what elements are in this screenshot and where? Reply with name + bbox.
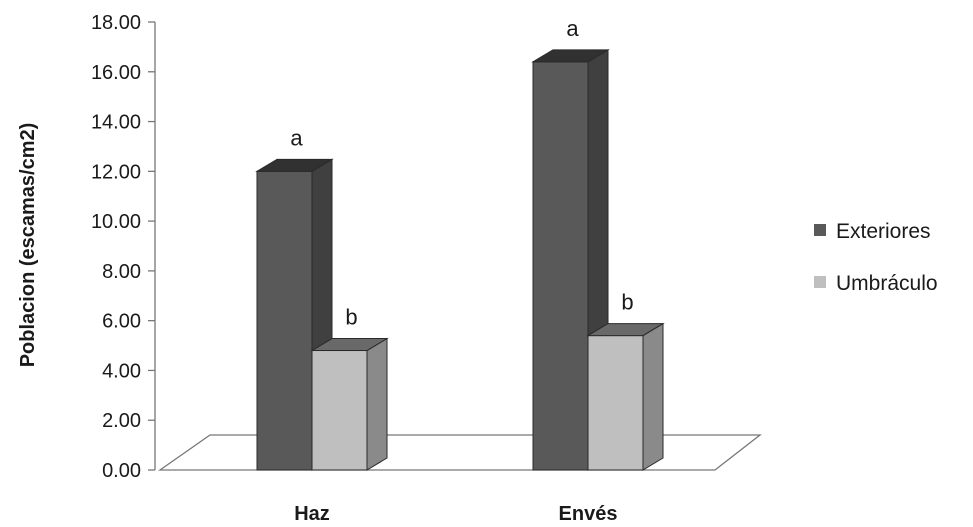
data-label: b (345, 305, 357, 330)
bars (255, 48, 665, 471)
floor-plane (157, 434, 762, 471)
data-label: a (566, 16, 579, 41)
legend-swatch-exteriores (814, 224, 826, 236)
y-axis-title: Poblacion (escamas/cm2) (17, 123, 39, 368)
y-tick-label: 8.00 (102, 261, 141, 283)
y-tick-label: 18.00 (91, 12, 141, 34)
bar-top-face (310, 338, 389, 352)
bar-top-face (255, 158, 334, 172)
x-tick-label: Haz (294, 503, 330, 525)
bar-side-face (366, 337, 388, 471)
legend-swatch-umbraculo (814, 276, 826, 288)
y-tick-label: 14.00 (91, 112, 141, 134)
bar-front-face (532, 61, 589, 471)
y-tick-label: 12.00 (91, 161, 141, 183)
x-axis-labels: Haz Envés (294, 503, 617, 525)
y-tick-label: 16.00 (91, 62, 141, 84)
bar-umbraculo-0 (310, 337, 389, 471)
y-tick-label: 6.00 (102, 311, 141, 333)
chart-floor (157, 434, 762, 471)
y-tick-label: 4.00 (102, 360, 141, 382)
bar-front-face (311, 350, 368, 471)
y-axis: 0.00 2.00 4.00 6.00 8.00 10.00 12.00 14.00 16.00… (91, 12, 156, 482)
y-tick-label: 10.00 (91, 211, 141, 233)
bar-umbraculo-1 (586, 322, 665, 471)
x-tick-label: Envés (559, 503, 618, 525)
y-tick-label: 2.00 (102, 410, 141, 432)
data-labels: a b a b (290, 16, 633, 330)
data-label: a (290, 125, 303, 150)
bar-top-face (586, 323, 665, 337)
data-label: b (621, 290, 633, 315)
legend-label-exteriores: Exteriores (836, 220, 931, 243)
bar-front-face (256, 170, 313, 471)
bar-side-face (642, 322, 664, 471)
bar-top-face (531, 49, 610, 63)
y-tick-label: 0.00 (102, 460, 141, 482)
legend: Exteriores Umbráculo (814, 220, 938, 295)
legend-label-umbraculo: Umbráculo (836, 272, 938, 295)
bar-front-face (587, 335, 644, 471)
